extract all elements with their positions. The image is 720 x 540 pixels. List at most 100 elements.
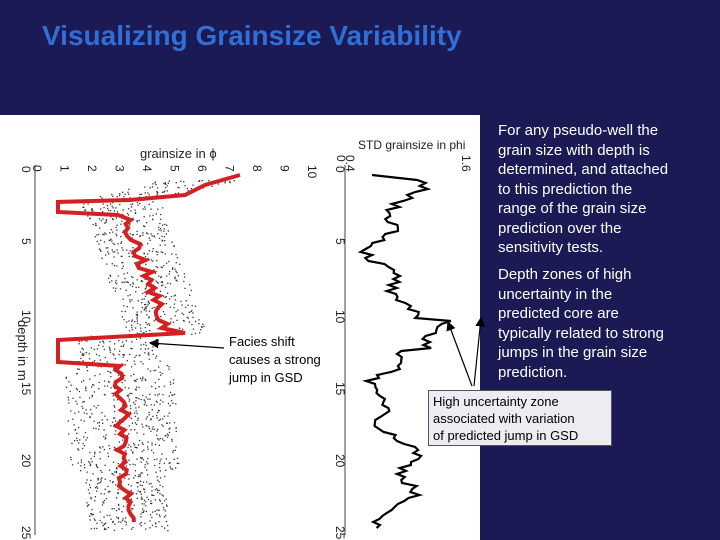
scatter-dot [153,320,155,322]
scatter-dot [126,281,129,283]
scatter-dot [163,516,166,518]
scatter-dot [123,273,125,275]
scatter-dot [141,298,143,300]
scatter-dot [95,407,97,409]
scatter-dot [105,437,107,439]
scatter-dot [91,413,93,415]
scatter-dot [87,489,90,491]
scatter-dot [132,508,134,510]
scatter-dot [155,280,157,282]
scatter-dot [133,444,136,446]
scatter-dot [142,376,144,378]
scatter-dot [175,446,177,448]
scatter-dot [109,274,111,276]
scatter-dot [114,406,116,408]
scatter-dot [133,373,135,376]
scatter-dot [114,358,116,360]
scatter-dot [142,332,144,334]
scatter-dot [158,439,160,441]
scatter-dot [140,193,143,195]
scatter-dot [128,398,130,400]
scatter-dot [191,333,193,335]
scatter-dot [135,407,137,409]
scatter-dot [177,309,179,311]
scatter-dot [137,204,139,206]
scatter-dot [104,232,106,234]
scatter-dot [163,228,165,230]
scatter-dot [186,187,188,190]
scatter-dot [171,468,174,470]
scatter-dot [148,317,150,319]
scatter-dot [147,348,149,350]
scatter-dot [152,218,154,220]
scatter-dot [138,398,140,400]
scatter-dot [156,415,158,417]
scatter-dot [85,387,87,390]
scatter-dot [88,353,90,355]
scatter-dot [155,400,157,402]
scatter-dot [139,324,141,326]
scatter-dot [145,307,147,310]
scatter-dot [161,424,163,426]
scatter-dot [160,315,162,318]
scatter-dot [167,434,170,436]
scatter-dot [159,244,161,246]
scatter-dot [135,338,138,340]
scatter-dot [87,215,89,217]
scatter-dot [70,410,72,412]
scatter-dot [176,271,178,274]
text-line: High uncertainty zone [433,394,559,409]
scatter-dot [167,415,169,417]
scatter-dot [141,484,143,487]
scatter-dot [148,237,150,239]
scatter-dot [111,240,113,242]
text-line: For any pseudo-well the [498,122,659,139]
scatter-dot [144,225,146,228]
scatter-dot [202,323,204,325]
scatter-dot [100,493,102,495]
scatter-dot [136,320,138,322]
scatter-dot [147,192,149,194]
scatter-dot [111,392,113,394]
scatter-dot [108,469,111,471]
scatter-dot [114,447,117,449]
scatter-dot [136,314,138,317]
scatter-dot [143,298,145,300]
scatter-dot [132,491,134,494]
scatter-dot [115,217,118,219]
scatter-dot [91,386,93,388]
scatter-dot [144,326,146,329]
scatter-dot [187,304,189,306]
scatter-dot [130,347,132,350]
text-line: typically related to strong [498,324,664,342]
y-tick-label: 0 [333,166,347,173]
scatter-dot [151,524,154,527]
scatter-dot [165,458,167,460]
scatter-dot [160,285,163,287]
scatter-dot [166,364,168,367]
scatter-dot [169,283,172,285]
scatter-dot [112,242,114,245]
scatter-dot [137,475,139,478]
scatter-dot [175,270,177,272]
scatter-dot [110,425,112,427]
scatter-dot [147,457,149,460]
scatter-dot [201,180,203,182]
scatter-dot [99,249,101,251]
scatter-dot [151,490,153,492]
scatter-dot [161,453,163,455]
scatter-dot [85,409,87,411]
scatter-dot [116,229,118,231]
scatter-dot [83,206,85,209]
scatter-dot [131,508,133,510]
paragraph: For any pseudo-well the grain size with d… [498,121,668,258]
scatter-dot [97,478,99,480]
scatter-dot [157,411,159,414]
scatter-dot [188,311,190,313]
scatter-dot [81,447,84,450]
scatter-dot [158,521,160,523]
scatter-dot [122,356,124,358]
scatter-dot [136,378,138,380]
scatter-dot [140,513,142,515]
scatter-dot [125,289,127,291]
